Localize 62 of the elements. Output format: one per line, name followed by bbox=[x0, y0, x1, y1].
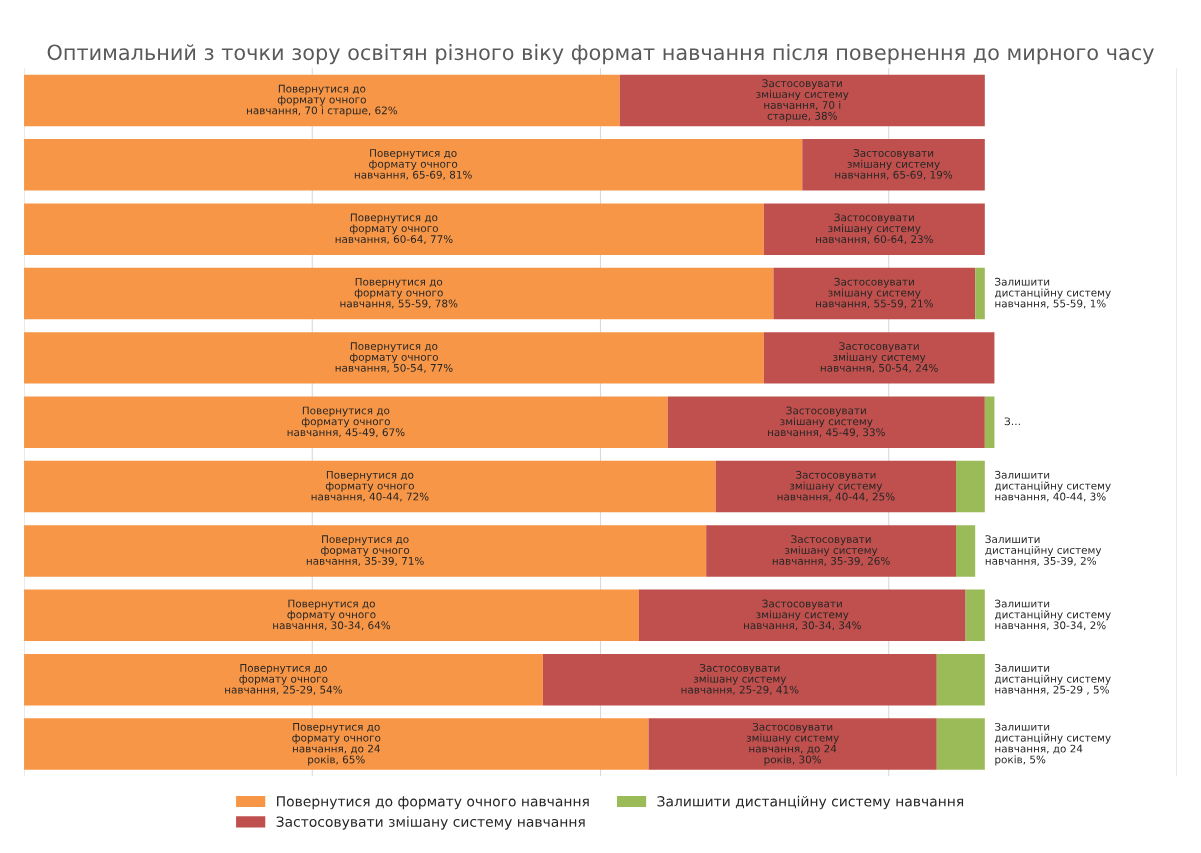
data-label: Повернутися до формату очного навчання, 65-69, 81% bbox=[354, 149, 472, 180]
data-label: Повернутися до формату очного навчання, 70 і старше, 62% bbox=[246, 84, 398, 117]
bar bbox=[667, 396, 985, 448]
data-label: Застосовувати змішану систему навчання, 70 і старше, 38% bbox=[756, 79, 849, 122]
bar bbox=[24, 718, 649, 770]
bar bbox=[763, 203, 985, 255]
data-label: Повернутися до формату очного навчання, 30-34, 64% bbox=[273, 599, 391, 631]
bar bbox=[956, 525, 976, 577]
legend-label: Залишити дистанційну систему навчання bbox=[657, 795, 964, 810]
bar bbox=[24, 332, 764, 384]
data-label: Залишити дистанційну систему навчання, 35-39, 2% bbox=[985, 535, 1102, 566]
data-label: Повернутися до формату очного навчання, 55-59, 78% bbox=[340, 277, 458, 309]
bar bbox=[24, 267, 774, 320]
bar bbox=[802, 139, 985, 191]
data-label: Повернутися до формату очного навчання, 60-64, 77% bbox=[335, 213, 453, 245]
bar bbox=[619, 74, 985, 127]
bar bbox=[773, 267, 976, 320]
data-label: Залишити дистанційну систему навчання, 40-44, 3% bbox=[994, 470, 1111, 502]
data-label: Залишити дистанційну систему навчання, 30-34, 2% bbox=[994, 599, 1111, 631]
data-label: Застосовувати змішану систему навчання, 55-59, 21% bbox=[816, 277, 933, 309]
data-label: Повернутися до формату очного навчання, до 24 років, 65% bbox=[292, 723, 381, 766]
bar bbox=[936, 653, 985, 706]
bar bbox=[715, 460, 956, 513]
bar bbox=[24, 74, 620, 127]
bar bbox=[763, 332, 995, 384]
data-label: Застосовувати змішану систему навчання, 50-54, 24% bbox=[820, 342, 938, 373]
data-label: Застосовувати змішану систему навчання, 35-39, 26% bbox=[772, 535, 890, 566]
data-label: Застосовувати змішану систему навчання, 30-34, 34% bbox=[744, 599, 861, 631]
bar bbox=[24, 653, 543, 706]
data-label: Застосовувати змішану систему навчання, 40-44, 25% bbox=[777, 470, 895, 502]
bar bbox=[648, 718, 937, 770]
data-label: Повернутися до формату очного навчання, 50-54, 77% bbox=[335, 342, 453, 373]
data-label: Застосовувати змішану систему навчання, 60-64, 23% bbox=[816, 213, 933, 245]
chart-title: Оптимальний з точки зору освітян різного віку формат навчання після повернення до мирного часу bbox=[47, 44, 1154, 65]
bar bbox=[965, 589, 985, 642]
data-label: Застосовувати змішану систему навчання, 65-69, 19% bbox=[835, 149, 953, 180]
data-label: Залишити дистанційну систему навчання, 55-59, 1% bbox=[994, 277, 1111, 309]
bar bbox=[24, 396, 668, 448]
bar bbox=[984, 396, 995, 448]
bar bbox=[24, 203, 764, 255]
bar bbox=[638, 589, 966, 642]
data-label: Застосовувати змішану систему навчання, 45-49, 33% bbox=[768, 406, 885, 438]
data-label: Застосовувати змішану систему навчання, 25-29, 41% bbox=[681, 663, 799, 695]
bar bbox=[24, 460, 716, 513]
bar bbox=[542, 653, 937, 706]
bar bbox=[956, 460, 985, 513]
bar bbox=[936, 718, 985, 770]
data-label: З… bbox=[1004, 417, 1020, 426]
bar bbox=[706, 525, 956, 577]
bar bbox=[24, 589, 639, 642]
data-label: Повернутися до формату очного навчання, 45-49, 67% bbox=[287, 406, 405, 438]
data-label: Повернутися до формату очного навчання, 40-44, 72% bbox=[311, 471, 429, 502]
data-label: Залишити дистанційну систему навчання, до 24 років, 5% bbox=[994, 722, 1111, 766]
bar bbox=[24, 525, 707, 577]
data-label: Залишити дистанційну систему навчання, 25-29 , 5% bbox=[994, 663, 1111, 695]
data-label: Застосовувати змішану систему навчання, до 24 років, 30% bbox=[746, 722, 839, 766]
legend-label: Повернутися до формату очного навчання bbox=[277, 796, 589, 810]
data-label: Повернутися до формату очного навчання, 35-39, 71% bbox=[306, 535, 424, 566]
bar bbox=[24, 139, 803, 191]
data-label: Повернутися до формату очного навчання, 25-29, 54% bbox=[225, 664, 343, 695]
bar bbox=[975, 267, 985, 320]
legend-label: Застосовувати змішану систему навчання bbox=[276, 816, 585, 830]
